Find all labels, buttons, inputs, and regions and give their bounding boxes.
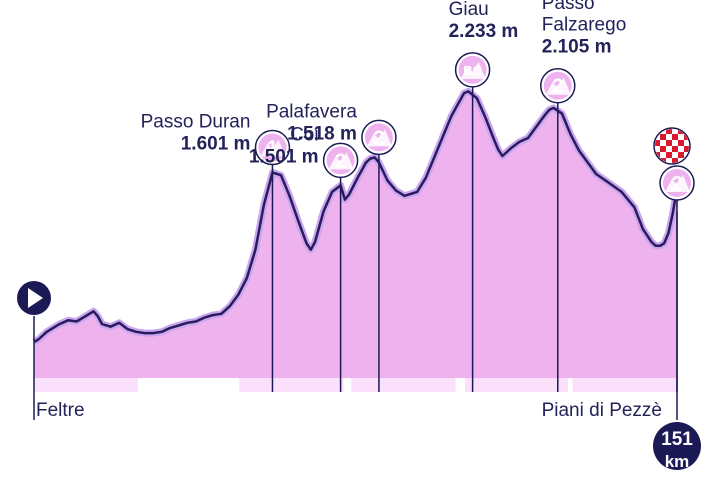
climb-elevation-1: 1.501 m	[249, 146, 319, 167]
finish-label: Piani di Pezzè	[542, 400, 662, 421]
climb-badges-group: 1 2 2 BC 2 2	[254, 52, 695, 201]
mountain-badge-icon: BC	[454, 52, 491, 88]
start-label: Feltre	[36, 400, 85, 421]
distance-unit: km	[665, 452, 690, 471]
bottom-band-group	[34, 378, 677, 392]
climb-name-2: Palafavera	[266, 101, 357, 122]
mountain-badge-icon: 1	[254, 129, 291, 166]
climb-category-5: 2	[671, 173, 682, 195]
start-play-icon	[17, 281, 51, 315]
climb-name-0: Passo Duran	[141, 112, 251, 133]
bottom-band-segment-0	[34, 378, 138, 392]
bottom-band-segment-1	[239, 378, 344, 392]
climb-name-3: Giau	[449, 0, 489, 20]
climb-category-1: 2	[335, 150, 346, 172]
bottom-band-segment-3	[464, 378, 568, 392]
climb-elevation-0: 1.601 m	[181, 134, 251, 155]
finish-flag-icon	[653, 127, 691, 165]
mountain-badge-icon: 2	[540, 67, 576, 104]
climb-category-0: 1	[267, 138, 278, 160]
climb-category-4: 2	[552, 76, 563, 98]
mountain-badge-icon: 2	[659, 165, 695, 201]
climb-category-3: BC	[463, 63, 482, 78]
profile-area	[34, 91, 677, 379]
profile-outline	[33, 90, 679, 344]
climb-name-1: Coi	[290, 124, 319, 145]
climb-name-4: Passo	[542, 0, 595, 14]
mountain-badge-icon: 2	[322, 142, 359, 179]
climb-elevation-3: 2.233 m	[449, 21, 519, 42]
distance-badge: 151 km	[653, 422, 701, 471]
bottom-band-segment-4	[572, 378, 677, 392]
climb-name-4: Falzarego	[542, 15, 627, 36]
climb-elevation-4: 2.105 m	[542, 37, 612, 58]
distance-value: 151	[661, 429, 693, 450]
climb-category-2: 2	[373, 127, 384, 149]
mountain-badge-icon: 2	[361, 119, 397, 156]
bottom-band-segment-2	[351, 378, 456, 392]
climb-elevation-2: 1.518 m	[287, 123, 357, 144]
